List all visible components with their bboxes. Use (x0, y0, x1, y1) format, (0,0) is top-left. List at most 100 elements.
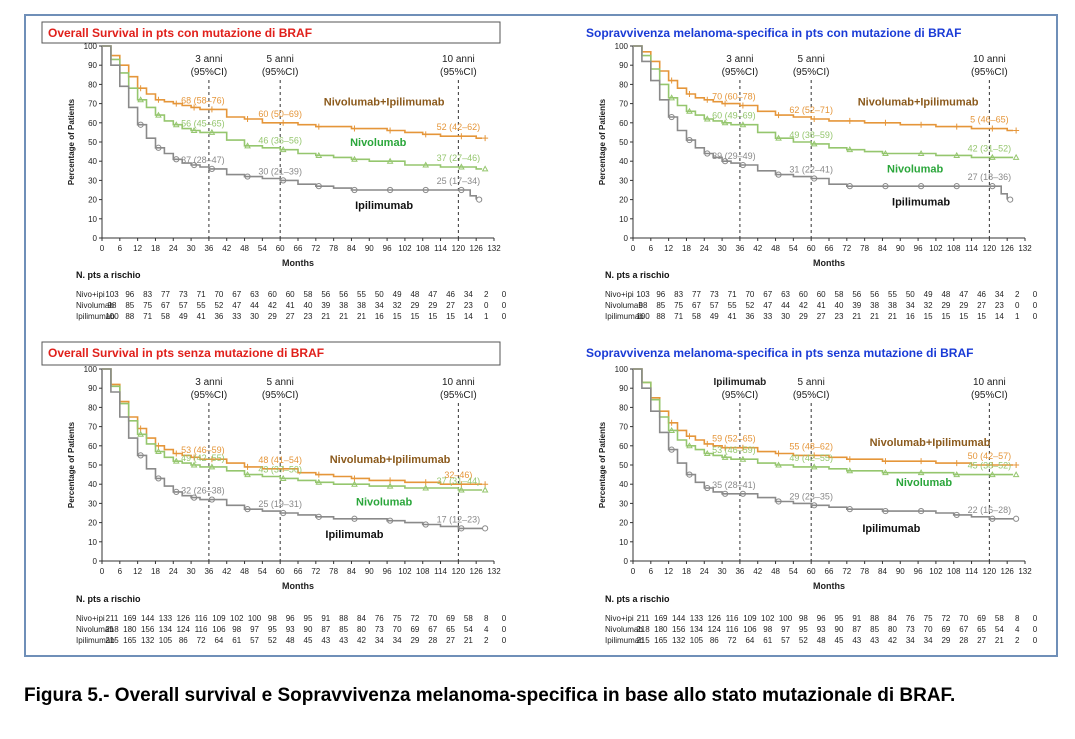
risk-value: 55 (357, 290, 366, 299)
risk-value: 27 (446, 636, 455, 645)
ci-annotation: 32 (26–38) (181, 486, 225, 496)
risk-value: 98 (108, 301, 117, 310)
risk-value: 109 (743, 614, 757, 623)
censor-mark (882, 507, 889, 515)
x-tick-label: 126 (470, 244, 484, 253)
y-tick-label: 10 (619, 538, 628, 547)
censor-mark (846, 506, 853, 513)
ci-annotation: 37 (27–46) (437, 153, 481, 163)
risk-value: 41 (286, 301, 295, 310)
censor-mark (315, 151, 323, 158)
risk-value: 72 (197, 636, 206, 645)
risk-value: 29 (410, 301, 419, 310)
censor-mark (811, 115, 818, 122)
risk-value: 14 (464, 312, 473, 321)
series-line (102, 45, 477, 200)
risk-row-label: Nivolumab (76, 625, 114, 634)
risk-value: 80 (357, 625, 366, 634)
y-tick-label: 80 (619, 80, 628, 89)
censor-mark (882, 149, 889, 157)
y-tick-label: 30 (88, 499, 97, 508)
censor-mark (811, 452, 818, 459)
censor-mark (989, 515, 996, 522)
risk-value: 70 (428, 614, 437, 623)
chart-panel: Sopravvivenza melanoma-specifica in pts … (586, 346, 1038, 645)
risk-value: 29 (941, 301, 950, 310)
chart-title-box (41, 341, 501, 366)
risk-value: 29 (410, 636, 419, 645)
x-tick-label: 60 (807, 567, 816, 576)
x-tick-label: 96 (383, 244, 392, 253)
censor-mark (775, 461, 782, 468)
censor-mark (173, 156, 180, 163)
x-tick-label: 72 (842, 244, 851, 253)
risk-value: 169 (654, 614, 668, 623)
x-tick-label: 6 (649, 244, 654, 253)
censor-mark (917, 507, 925, 515)
risk-value: 28 (428, 636, 437, 645)
risk-value: 29 (941, 636, 950, 645)
censor-mark (155, 475, 162, 482)
censor-mark (208, 456, 215, 463)
x-tick-label: 54 (789, 567, 798, 576)
y-tick-label: 100 (615, 365, 629, 374)
x-tick-label: 30 (718, 244, 727, 253)
censor-mark (704, 484, 711, 492)
timepoint-label: 5 anni (798, 377, 825, 388)
x-tick-label: 24 (169, 567, 178, 576)
risk-value: 180 (123, 625, 137, 634)
risk-value: 134 (690, 625, 704, 634)
censor-mark (244, 471, 251, 478)
y-axis-label: Percentage of Patients (598, 98, 607, 185)
risk-value: 21 (888, 312, 897, 321)
risk-value: 97 (781, 625, 790, 634)
x-tick-label: 120 (452, 567, 466, 576)
timepoint-sublabel: (95%CI) (440, 67, 477, 78)
series-label: Ipilimumab (862, 523, 920, 535)
risk-row-label: Nivo+ipi (76, 290, 105, 299)
risk-value: 43 (852, 636, 861, 645)
risk-value: 85 (125, 301, 134, 310)
censor-mark (208, 463, 216, 470)
risk-value: 56 (339, 290, 348, 299)
risk-value: 47 (232, 301, 241, 310)
censor-mark (989, 471, 996, 478)
risk-value: 133 (159, 614, 173, 623)
censor-mark (173, 450, 180, 457)
series-line (633, 368, 1014, 476)
risk-value: 60 (268, 290, 277, 299)
risk-value: 218 (636, 625, 650, 634)
risk-value: 2 (484, 636, 489, 645)
y-tick-label: 0 (624, 557, 629, 566)
censor-mark (704, 150, 711, 157)
series-label: Nivolumab (887, 164, 944, 176)
ci-annotation: 31 (22–41) (789, 164, 833, 174)
risk-value: 85 (870, 625, 879, 634)
risk-value: 98 (763, 625, 772, 634)
censor-mark (351, 125, 358, 132)
censor-mark (244, 142, 251, 149)
risk-value: 58 (692, 312, 701, 321)
x-tick-label: 90 (365, 244, 374, 253)
censor-mark (704, 96, 711, 103)
risk-value: 34 (924, 636, 933, 645)
risk-value: 0 (1033, 301, 1038, 310)
y-tick-label: 100 (84, 42, 98, 51)
risk-value: 34 (393, 636, 402, 645)
censor-mark (775, 134, 782, 141)
censor-mark (481, 486, 489, 493)
risk-value: 91 (852, 614, 861, 623)
censor-mark (208, 165, 216, 172)
ci-annotation: 59 (52–65) (712, 434, 756, 444)
risk-value: 15 (959, 312, 968, 321)
censor-mark (244, 463, 251, 470)
risk-value: 0 (1033, 614, 1038, 623)
censor-mark (280, 119, 287, 126)
censor-mark (386, 186, 394, 194)
timepoint-sublabel: (95%CI) (440, 390, 477, 401)
censor-mark (208, 106, 215, 113)
censor-mark (386, 482, 394, 489)
risk-value: 126 (708, 614, 722, 623)
censor-mark (810, 463, 818, 470)
x-tick-label: 36 (735, 567, 744, 576)
